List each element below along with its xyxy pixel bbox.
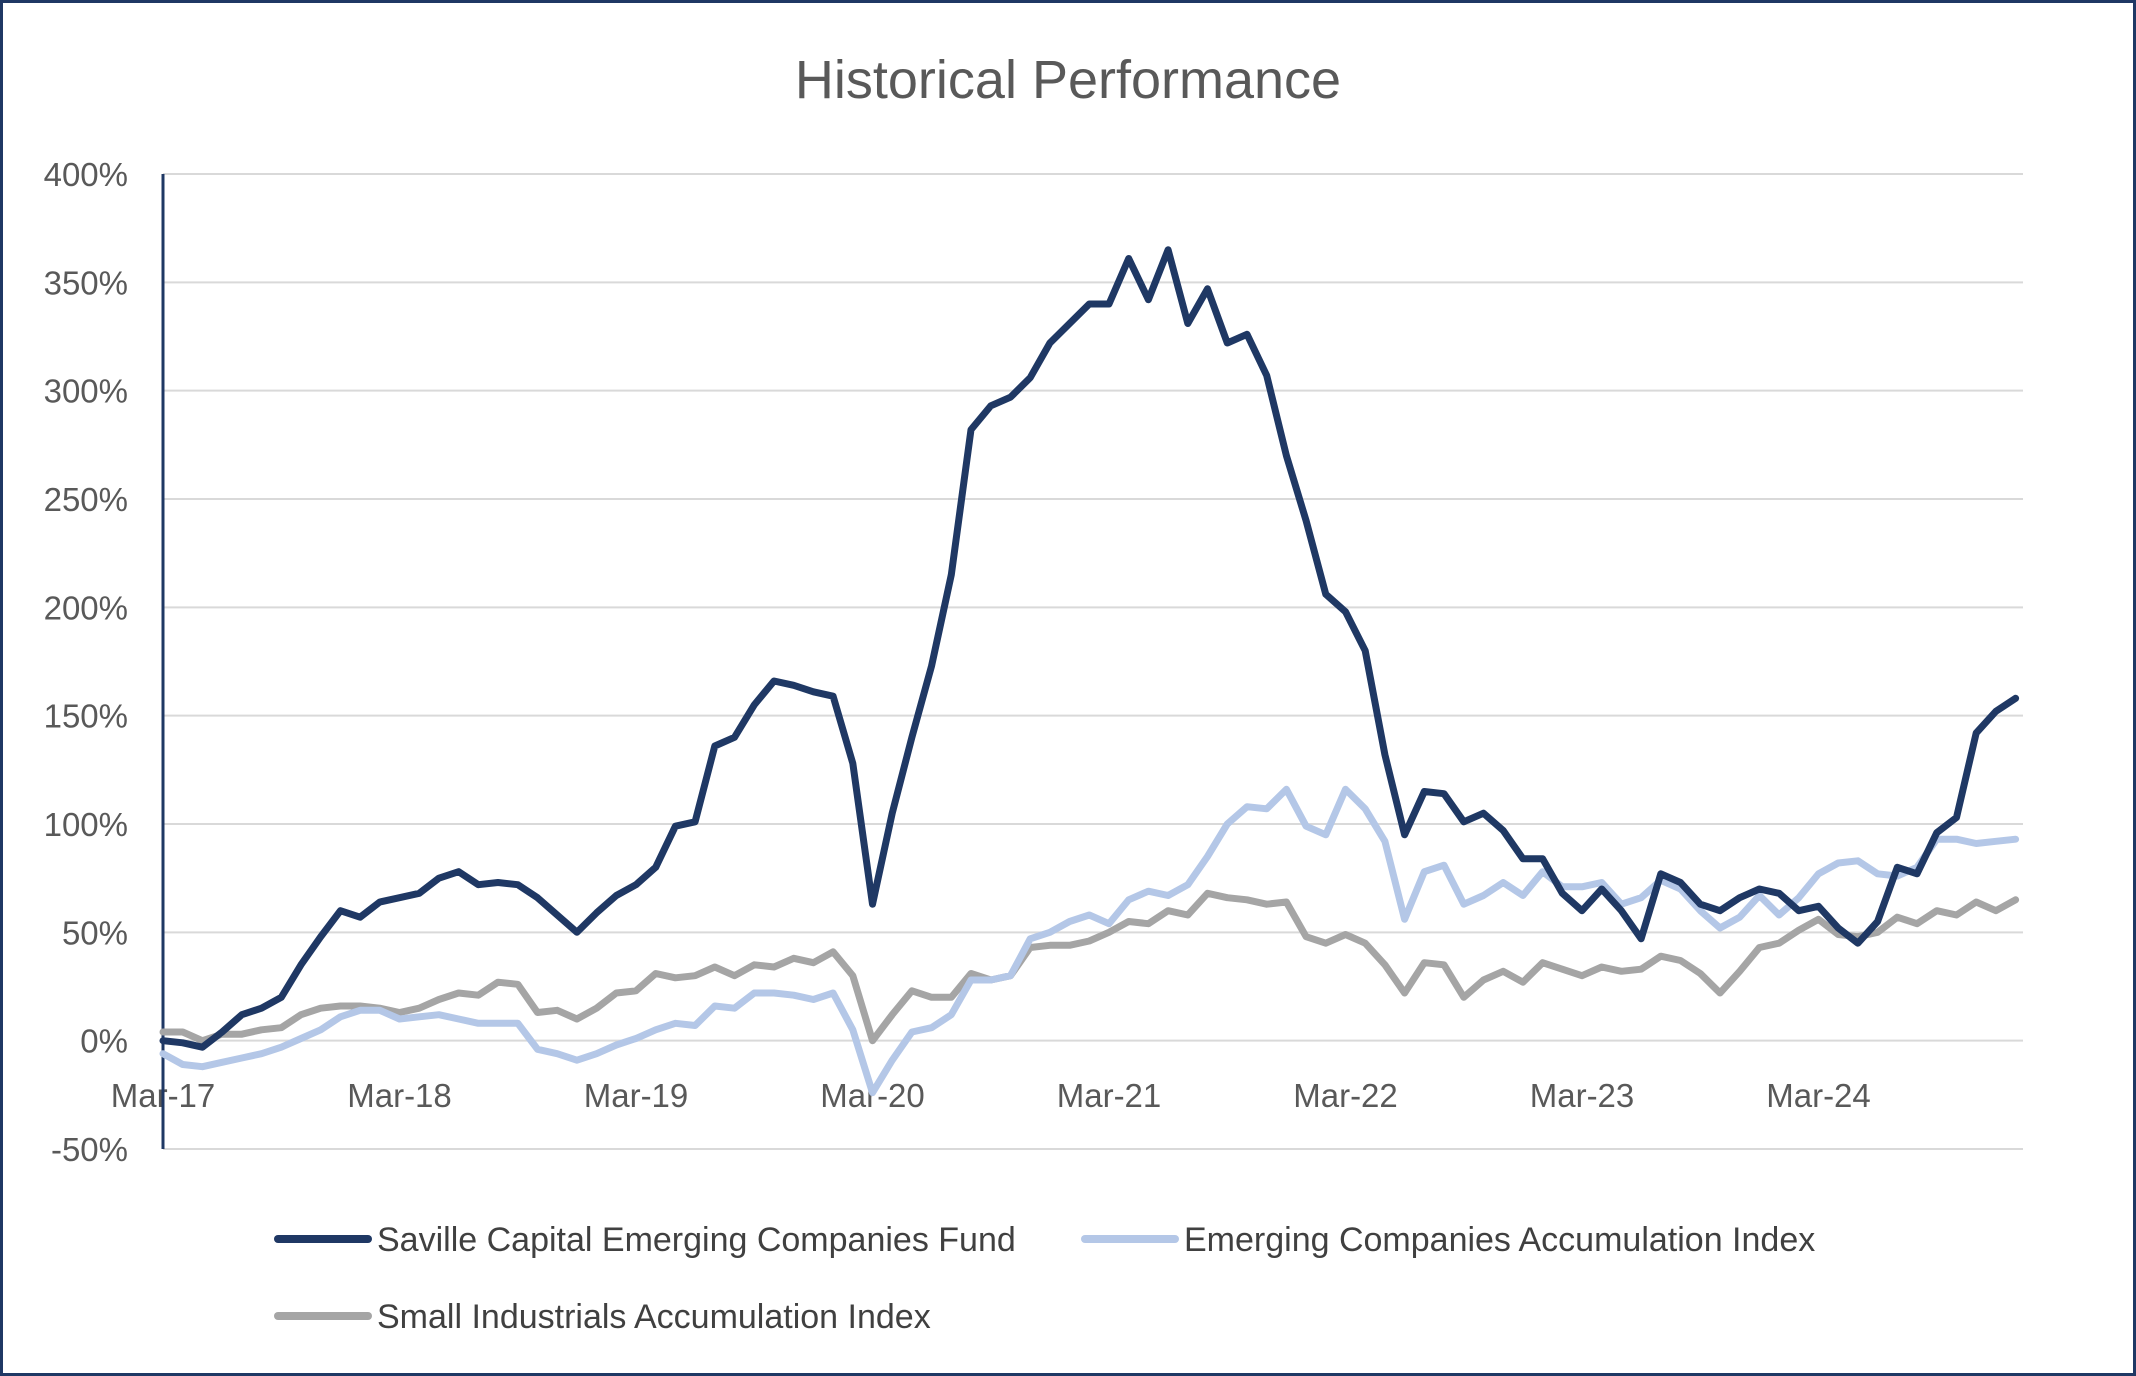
y-tick-label: 100% [44, 806, 128, 843]
x-tick-label: Mar-22 [1293, 1077, 1398, 1114]
x-tick-labels: Mar-17 Mar-18 Mar-19 Mar-20 Mar-21 Mar-22 Mar-… [111, 1077, 1871, 1114]
y-tick-label: 400% [44, 156, 128, 193]
x-tick-label: Mar-23 [1530, 1077, 1635, 1114]
legend-label: Saville Capital Emerging Companies Fund [377, 1221, 1016, 1259]
x-tick-label: Mar-18 [347, 1077, 452, 1114]
chart-title: Historical Performance [795, 50, 1341, 110]
x-tick-label: Mar-19 [584, 1077, 689, 1114]
series-line-1 [159, 246, 2020, 1051]
y-tick-label: 0% [80, 1023, 128, 1060]
y-tick-label: 150% [44, 698, 128, 735]
x-tick-label: Mar-24 [1766, 1077, 1871, 1114]
y-tick-label: 300% [44, 373, 128, 410]
line-chart: Historical Performance 400% 350% 300% 250% 2… [44, 50, 2023, 1336]
x-tick-label: Mar-21 [1057, 1077, 1162, 1114]
y-tick-label: 200% [44, 589, 128, 626]
y-tick-label: -50% [51, 1131, 128, 1168]
y-tick-label: 250% [44, 481, 128, 518]
series-line-3 [159, 889, 2020, 1045]
y-tick-labels: 400% 350% 300% 250% 200% 150% 100% 50% 0% -50% [44, 156, 128, 1168]
series-line-2 [159, 785, 2020, 1097]
y-tick-label: 50% [62, 914, 128, 951]
legend: Saville Capital Emerging Companies Fund E… [274, 1221, 1815, 1336]
y-tick-label: 350% [44, 264, 128, 301]
series-layer [159, 246, 2020, 1097]
legend-label: Small Industrials Accumulation Index [377, 1298, 931, 1336]
legend-label: Emerging Companies Accumulation Index [1184, 1221, 1815, 1259]
grid-layer [163, 173, 2023, 1150]
